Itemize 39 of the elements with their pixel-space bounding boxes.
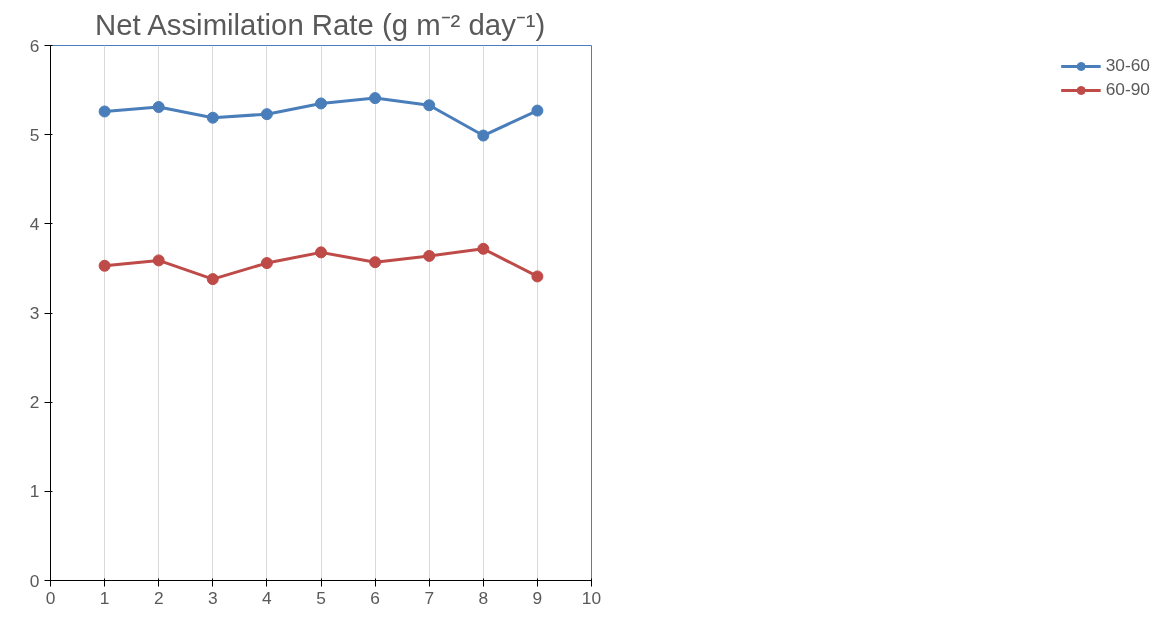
x-tick-label: 6	[370, 587, 380, 608]
point	[315, 97, 327, 110]
point	[260, 108, 273, 121]
point	[477, 242, 490, 255]
y-tick-label: 4	[29, 213, 40, 234]
y-tick-label: 0	[29, 570, 40, 591]
point	[477, 129, 490, 142]
x-tick-label: 5	[316, 587, 326, 608]
x-tick-label: 10	[581, 587, 602, 608]
y-tick-label: 3	[29, 303, 40, 323]
point	[152, 254, 165, 267]
point	[206, 273, 219, 286]
x-tick-label: 7	[424, 587, 435, 608]
x-tick-label: 9	[532, 587, 543, 608]
point	[423, 249, 436, 262]
y-tick-label: 2	[29, 392, 40, 413]
point	[152, 101, 165, 114]
x-tick-label: 4	[262, 587, 273, 608]
x-tick-label: 3	[207, 587, 218, 608]
point	[98, 259, 111, 272]
y-tick-label: 5	[29, 124, 40, 145]
y-tick-label: 1	[29, 481, 40, 502]
legend-label: 60-90	[1105, 79, 1150, 100]
point	[423, 99, 436, 112]
point	[531, 104, 544, 117]
point	[531, 270, 544, 283]
x-tick-label: 0	[45, 587, 56, 608]
point	[260, 257, 273, 270]
chart-title: Net Assimilation Rate (g m⁻² day⁻¹)	[95, 7, 546, 41]
point	[369, 92, 382, 105]
x-tick-label: 1	[99, 587, 110, 608]
point	[369, 256, 382, 269]
point	[315, 246, 327, 259]
y-tick-label: 6	[29, 35, 40, 56]
x-tick-label: 2	[153, 587, 164, 608]
point	[98, 105, 111, 118]
point	[206, 111, 219, 124]
legend-label: 30-60	[1105, 55, 1150, 76]
x-tick-label: 8	[478, 587, 489, 608]
